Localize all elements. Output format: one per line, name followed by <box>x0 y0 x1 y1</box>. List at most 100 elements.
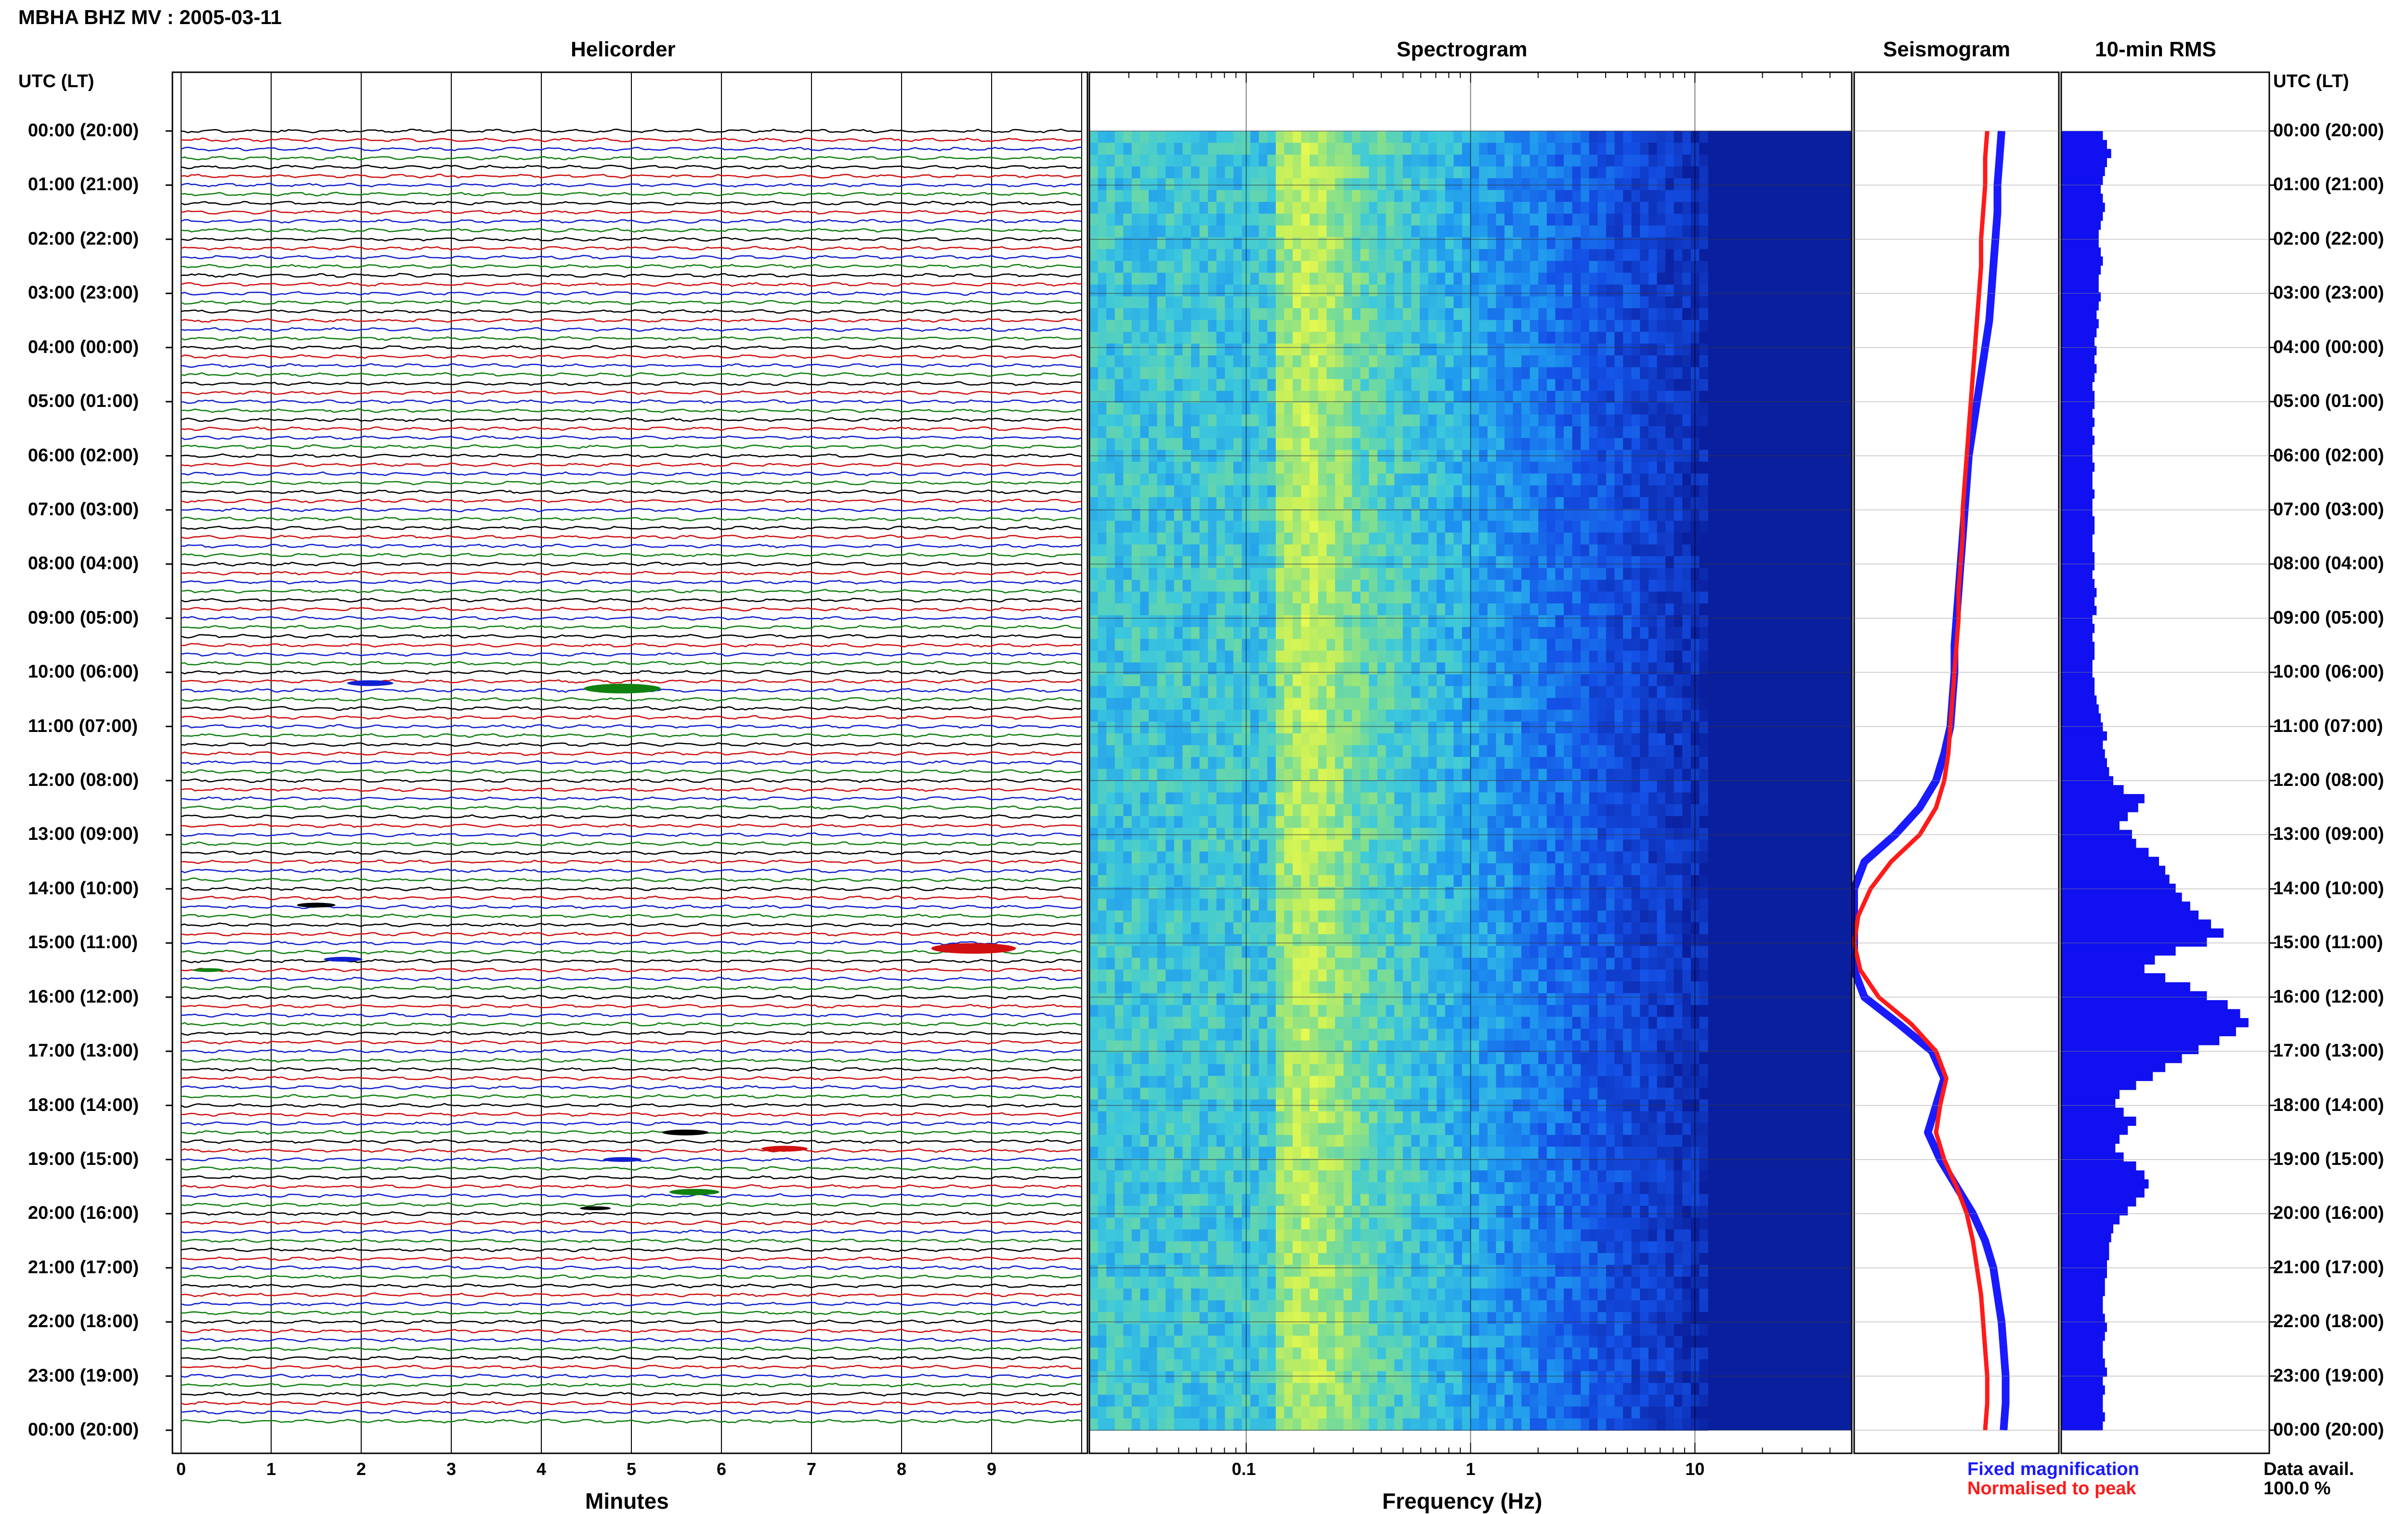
rms-bar <box>2061 238 2099 248</box>
rms-bar <box>2061 1296 2103 1305</box>
helicorder-tick-label: 4 <box>537 1459 546 1479</box>
helicorder-event <box>761 1146 808 1151</box>
rms-bar <box>2061 1278 2105 1287</box>
rms-bar <box>2061 1331 2105 1341</box>
rms-bar <box>2061 140 2107 149</box>
rms-bar <box>2061 767 2109 776</box>
rms-bar <box>2061 1152 2124 1162</box>
rms-bar <box>2061 893 2182 902</box>
spectrogram-tick-label: 10 <box>1685 1459 1704 1479</box>
rms-bar <box>2061 624 2094 633</box>
rms-bar <box>2061 1233 2111 1242</box>
helicorder-tick-label: 8 <box>897 1459 906 1479</box>
rms-bar <box>2061 884 2176 893</box>
rms-bar <box>2061 444 2093 454</box>
rms-bar <box>2061 1072 2153 1081</box>
rms-bar <box>2061 955 2155 965</box>
rms-bar <box>2061 964 2145 973</box>
rms-bar <box>2061 283 2099 292</box>
rms-bar <box>2061 418 2094 427</box>
rms-bar <box>2061 1350 2103 1359</box>
rms-bar <box>2061 1144 2115 1153</box>
helicorder-traces <box>181 72 1082 1453</box>
rms-bar <box>2061 1036 2219 1045</box>
rms-bar <box>2061 668 2093 678</box>
rms-bar <box>2061 1125 2128 1135</box>
rms-bar <box>2061 248 2101 257</box>
legend-normalised: Normalised to peak <box>1967 1478 2136 1499</box>
rms-bar <box>2061 821 2120 830</box>
rms-bar <box>2061 471 2093 481</box>
rms-bar <box>2061 1403 2103 1412</box>
rms-bar <box>2061 874 2170 884</box>
rms-bar <box>2061 749 2105 758</box>
rms-bar <box>2061 722 2103 731</box>
rms-bar <box>2061 946 2176 955</box>
rms-bar <box>2061 705 2099 714</box>
rms-bar <box>2061 328 2096 337</box>
rms-bar <box>2061 1368 2107 1377</box>
helicorder-tick-label: 0 <box>176 1459 186 1479</box>
rms-bar <box>2061 901 2190 911</box>
rms-bar <box>2061 866 2165 875</box>
rms-bar <box>2061 938 2207 947</box>
rms-bar <box>2061 543 2093 552</box>
rms-bar <box>2061 857 2159 866</box>
rms-bar <box>2061 373 2094 382</box>
rms-bar <box>2061 731 2107 741</box>
rms-bar <box>2061 481 2093 490</box>
rms-bar <box>2061 678 2094 687</box>
rms-bar <box>2061 758 2107 768</box>
rms-bar <box>2061 221 2101 230</box>
rms-bar <box>2061 991 2207 1000</box>
rms-bar <box>2061 337 2094 346</box>
rms-bar <box>2061 1170 2145 1179</box>
rms-bar <box>2061 400 2094 409</box>
rms-bar <box>2061 1323 2107 1332</box>
helicorder-tick-label: 1 <box>266 1459 276 1479</box>
helicorder-event <box>603 1157 641 1162</box>
rms-bar <box>2061 911 2199 920</box>
rms-bar <box>2061 534 2093 543</box>
rms-bar <box>2061 516 2094 525</box>
rms-bar <box>2061 301 2099 311</box>
rms-bar <box>2061 1081 2136 1090</box>
rms-bar <box>2061 1269 2107 1278</box>
rms-bar <box>2061 570 2093 579</box>
rms-bar <box>2061 1305 2103 1314</box>
spectrogram-tick-label: 1 <box>1466 1459 1476 1479</box>
rms-bar <box>2061 355 2094 364</box>
rms-bar <box>2061 812 2128 821</box>
rms-bar <box>2061 1421 2103 1430</box>
rms-bar <box>2061 391 2094 400</box>
rms-bar <box>2061 1395 2103 1404</box>
rms-bar <box>2061 176 2103 185</box>
rms-bar <box>2061 1412 2105 1422</box>
rms-bar <box>2061 382 2093 391</box>
legend-fixed: Fixed magnification <box>1967 1459 2139 1480</box>
rms-bar <box>2061 973 2165 982</box>
spectrogram-tick-label: 0.1 <box>1232 1459 1256 1479</box>
rms-bar <box>2061 310 2096 319</box>
rms-bar <box>2061 158 2107 167</box>
rms-bar <box>2061 427 2093 436</box>
rms-bar <box>2061 597 2094 606</box>
rms-bar <box>2061 194 2103 203</box>
rms-bar <box>2061 1242 2109 1251</box>
rms-bar <box>2061 1027 2236 1036</box>
rms-bar <box>2061 1206 2128 1215</box>
rms-bar <box>2061 1224 2113 1233</box>
rms-bar <box>2061 848 2148 857</box>
rms-bar <box>2061 1000 2228 1009</box>
helicorder-event <box>669 1189 720 1195</box>
rms-bar <box>2061 1099 2115 1108</box>
rms-bar <box>2061 839 2136 848</box>
rms-bar <box>2061 489 2094 498</box>
rms-bar <box>2061 660 2093 669</box>
rms-bar <box>2061 552 2094 561</box>
rms-bar <box>2061 436 2094 445</box>
rms-bar <box>2061 1045 2199 1054</box>
rms-bar <box>2061 633 2093 642</box>
rms-bar <box>2061 803 2138 812</box>
rms-bar <box>2061 498 2093 508</box>
